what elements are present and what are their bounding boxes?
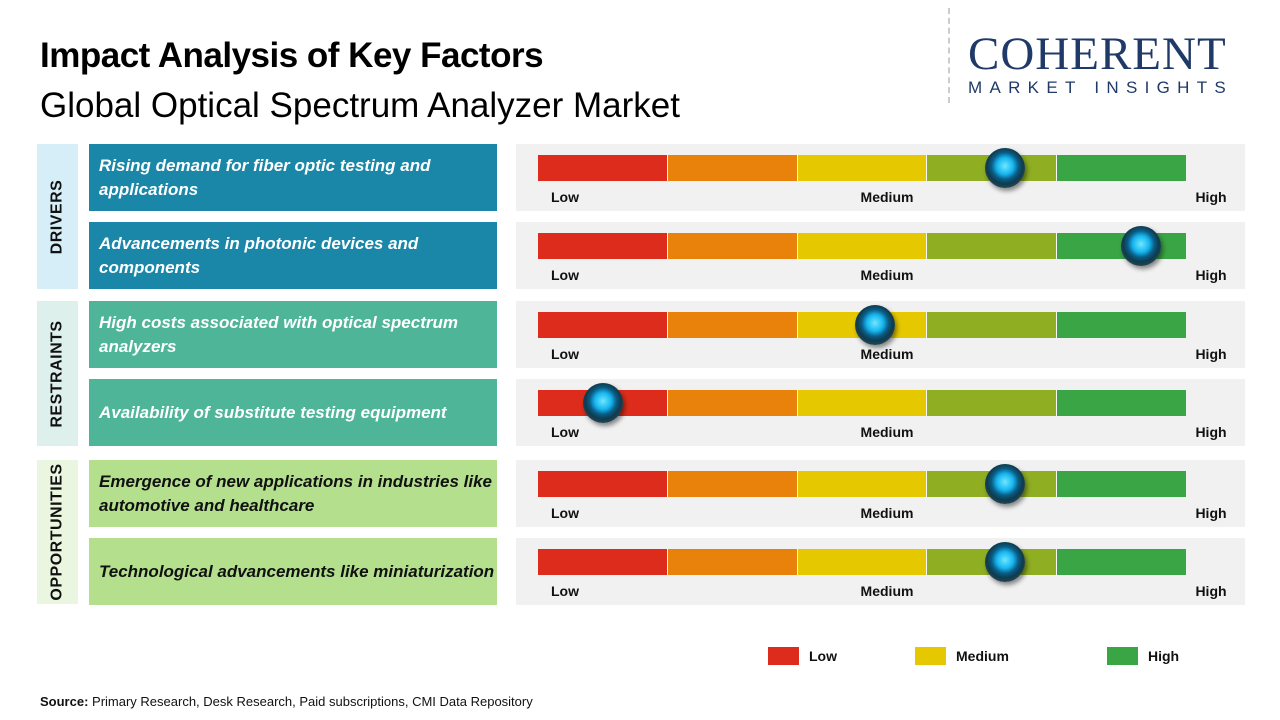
gauge-segment bbox=[797, 390, 928, 416]
gauge-bar bbox=[538, 471, 1186, 497]
source-note: Source: Primary Research, Desk Research,… bbox=[40, 694, 533, 709]
legend-label: Medium bbox=[956, 648, 1009, 664]
gauge-segment bbox=[667, 549, 798, 575]
factor-label: Availability of substitute testing equip… bbox=[89, 379, 497, 446]
gauge-max-label: High bbox=[1195, 346, 1227, 362]
legend-swatch bbox=[915, 647, 946, 665]
gauge-segment bbox=[1057, 155, 1186, 181]
source-text: Primary Research, Desk Research, Paid su… bbox=[88, 694, 533, 709]
impact-gauge: Low Medium High bbox=[516, 379, 1245, 446]
legend-label: Low bbox=[809, 648, 837, 664]
impact-marker bbox=[854, 305, 895, 345]
gauge-mid-label: Medium bbox=[860, 424, 914, 440]
gauge-max-label: High bbox=[1195, 505, 1227, 521]
legend-swatch bbox=[1107, 647, 1138, 665]
logo-line2: MARKET INSIGHTS bbox=[968, 78, 1234, 97]
logo-line1: COHERENT bbox=[968, 28, 1227, 80]
gauge-segment bbox=[538, 549, 668, 575]
gauge-segment bbox=[538, 155, 668, 181]
gauge-segment bbox=[797, 233, 928, 259]
gauge-mid-label: Medium bbox=[860, 267, 914, 283]
impact-marker bbox=[1120, 226, 1161, 266]
gauge-segment bbox=[797, 549, 928, 575]
gauge-min-label: Low bbox=[551, 346, 579, 362]
gauge-segment bbox=[667, 312, 798, 338]
impact-gauge: Low Medium High bbox=[516, 222, 1245, 289]
gauge-segment bbox=[667, 390, 798, 416]
gauge-bar bbox=[538, 312, 1186, 338]
impact-marker bbox=[984, 464, 1025, 504]
gauge-min-label: Low bbox=[551, 267, 579, 283]
gauge-segment bbox=[1057, 471, 1186, 497]
gauge-mid-label: Medium bbox=[860, 583, 914, 599]
gauge-min-label: Low bbox=[551, 505, 579, 521]
gauge-segment bbox=[1057, 312, 1186, 338]
factor-label: Technological advancements like miniatur… bbox=[89, 538, 497, 605]
legend-swatch bbox=[768, 647, 799, 665]
gauge-bar bbox=[538, 233, 1186, 259]
gauge-segment bbox=[667, 155, 798, 181]
gauge-segment bbox=[797, 155, 928, 181]
factor-label: High costs associated with optical spect… bbox=[89, 301, 497, 368]
category-restraints: RESTRAINTS bbox=[37, 301, 78, 446]
category-label: OPPORTUNITIES bbox=[48, 463, 66, 601]
source-label: Source: bbox=[40, 694, 89, 709]
page-subtitle: Global Optical Spectrum Analyzer Market bbox=[40, 86, 680, 125]
legend-label: High bbox=[1148, 648, 1180, 664]
gauge-segment bbox=[667, 233, 798, 259]
category-opportunities: OPPORTUNITIES bbox=[37, 460, 78, 604]
impact-gauge: Low Medium High bbox=[516, 460, 1245, 527]
category-label: DRIVERS bbox=[48, 179, 66, 254]
logo: COHERENT MARKET INSIGHTS bbox=[968, 30, 1260, 98]
gauge-segment bbox=[1057, 549, 1186, 575]
gauge-segment bbox=[538, 471, 668, 497]
gauge-segment bbox=[538, 312, 668, 338]
gauge-min-label: Low bbox=[551, 583, 579, 599]
gauge-max-label: High bbox=[1195, 267, 1227, 283]
gauge-min-label: Low bbox=[551, 424, 579, 440]
gauge-max-label: High bbox=[1195, 424, 1227, 440]
gauge-bar bbox=[538, 549, 1186, 575]
gauge-segment bbox=[538, 233, 668, 259]
factor-label: Emergence of new applications in industr… bbox=[89, 460, 497, 527]
gauge-mid-label: Medium bbox=[860, 189, 914, 205]
gauge-mid-label: Medium bbox=[860, 505, 914, 521]
gauge-segment bbox=[927, 233, 1058, 259]
impact-gauge: Low Medium High bbox=[516, 301, 1245, 368]
gauge-segment bbox=[927, 390, 1058, 416]
impact-gauge: Low Medium High bbox=[516, 538, 1245, 605]
gauge-mid-label: Medium bbox=[860, 346, 914, 362]
gauge-max-label: High bbox=[1195, 583, 1227, 599]
category-drivers: DRIVERS bbox=[37, 144, 78, 289]
gauge-segment bbox=[797, 471, 928, 497]
factor-label: Advancements in photonic devices and com… bbox=[89, 222, 497, 289]
gauge-max-label: High bbox=[1195, 189, 1227, 205]
gauge-bar bbox=[538, 155, 1186, 181]
gauge-segment bbox=[667, 471, 798, 497]
impact-marker bbox=[984, 148, 1025, 188]
gauge-min-label: Low bbox=[551, 189, 579, 205]
category-label: RESTRAINTS bbox=[48, 319, 66, 428]
impact-marker bbox=[582, 383, 623, 423]
divider bbox=[948, 8, 950, 103]
gauge-bar bbox=[538, 390, 1186, 416]
impact-marker bbox=[984, 542, 1025, 582]
page-title: Impact Analysis of Key Factors bbox=[40, 36, 544, 75]
gauge-segment bbox=[927, 312, 1058, 338]
impact-gauge: Low Medium High bbox=[516, 144, 1245, 211]
gauge-segment bbox=[1057, 390, 1186, 416]
factor-label: Rising demand for fiber optic testing an… bbox=[89, 144, 497, 211]
